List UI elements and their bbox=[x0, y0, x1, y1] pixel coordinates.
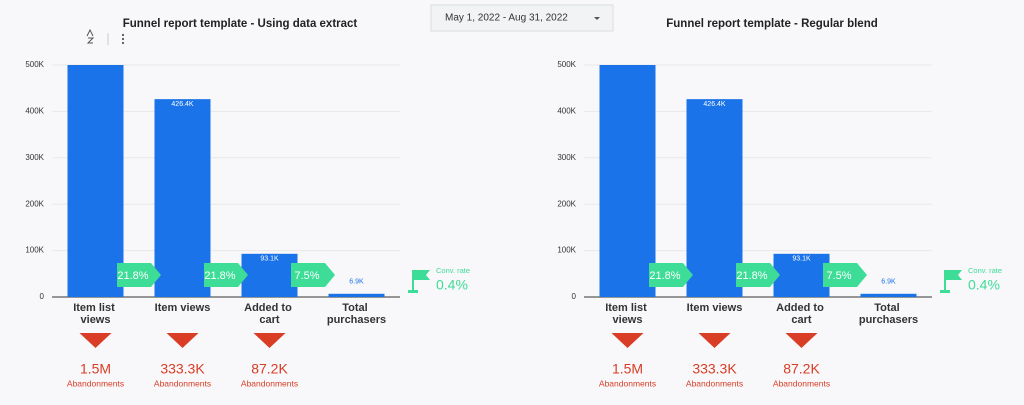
menu-dot bbox=[121, 33, 125, 37]
abandon-label: Abandonments bbox=[241, 378, 298, 388]
bar bbox=[599, 65, 656, 297]
conv-rate-label: Conv. rate bbox=[968, 266, 1002, 275]
abandon-arrow bbox=[611, 333, 644, 348]
bar bbox=[686, 99, 743, 298]
menu-dot bbox=[121, 37, 125, 41]
conv-rate-label: Conv. rate bbox=[436, 266, 470, 275]
y-tick-label: 0 bbox=[572, 292, 577, 301]
abandon-label: Abandonments bbox=[686, 378, 743, 388]
y-tick-label: 500K bbox=[557, 60, 576, 69]
category-label: Item views bbox=[155, 302, 211, 314]
step-rate-tag bbox=[117, 263, 161, 287]
conv-flag bbox=[944, 270, 962, 292]
abandon-arrow bbox=[166, 333, 199, 348]
category-label: Item list views bbox=[73, 302, 118, 326]
y-tick-label: 300K bbox=[557, 153, 576, 162]
conv-rate-value: 0.4% bbox=[436, 277, 468, 293]
step-rate-label: 21.8% bbox=[204, 270, 235, 282]
value-label: 93.1K bbox=[792, 256, 811, 263]
abandon-arrow bbox=[785, 333, 818, 348]
category-label: Added to cart bbox=[244, 302, 295, 326]
y-tick-label: 300K bbox=[25, 153, 44, 162]
abandon-label: Abandonments bbox=[599, 378, 656, 388]
value-label: 426.4K bbox=[703, 101, 726, 108]
bar bbox=[328, 293, 385, 297]
bar bbox=[860, 293, 917, 297]
value-label: 6.9K bbox=[349, 279, 364, 286]
step-rate-label: 7.5% bbox=[826, 270, 851, 282]
abandon-value: 87.2K bbox=[251, 361, 288, 377]
step-rate-tag bbox=[291, 263, 335, 287]
abandon-value: 333.3K bbox=[160, 361, 205, 377]
date-box[interactable] bbox=[430, 4, 614, 32]
abandon-value: 87.2K bbox=[783, 361, 820, 377]
conv-flag-base bbox=[408, 290, 418, 293]
conv-rate-value: 0.4% bbox=[968, 277, 1000, 293]
abandon-arrow bbox=[253, 333, 286, 348]
conv-flag-base bbox=[940, 290, 950, 293]
y-tick-label: 400K bbox=[25, 107, 44, 116]
abandon-value: 333.3K bbox=[692, 361, 737, 377]
abandon-arrow bbox=[698, 333, 731, 348]
y-tick-label: 500K bbox=[25, 60, 44, 69]
category-label: Total purchasers bbox=[859, 302, 918, 326]
abandon-label: Abandonments bbox=[67, 378, 124, 388]
y-tick-label: 100K bbox=[557, 246, 576, 255]
category-label: Total purchasers bbox=[327, 302, 386, 326]
abandon-label: Abandonments bbox=[773, 378, 830, 388]
conv-flag bbox=[412, 270, 430, 292]
step-rate-label: 21.8% bbox=[117, 270, 148, 282]
y-tick-label: 100K bbox=[25, 246, 44, 255]
step-rate-tag bbox=[823, 263, 867, 287]
date-selector[interactable]: May 1, 2022 - Aug 31, 2022 bbox=[430, 4, 614, 32]
bar bbox=[241, 253, 298, 297]
step-rate-tag bbox=[204, 263, 248, 287]
value-label: 6.9K bbox=[881, 279, 896, 286]
menu-dot bbox=[121, 41, 125, 45]
bar bbox=[154, 99, 211, 298]
chart-title: Funnel report template - Regular blend bbox=[666, 18, 878, 30]
sort-icon bbox=[86, 28, 95, 44]
date-range[interactable]: May 1, 2022 - Aug 31, 2022 bbox=[445, 13, 568, 24]
step-rate-label: 21.8% bbox=[736, 270, 767, 282]
y-tick-label: 400K bbox=[557, 107, 576, 116]
category-label: Item list views bbox=[605, 302, 650, 326]
dropdown-arrow[interactable] bbox=[594, 17, 600, 20]
bar bbox=[67, 65, 124, 297]
value-label: 426.4K bbox=[171, 101, 194, 108]
value-label: 93.1K bbox=[260, 256, 279, 263]
step-rate-tag bbox=[736, 263, 780, 287]
step-rate-label: 7.5% bbox=[294, 270, 319, 282]
abandon-value: 1.5M bbox=[612, 361, 643, 377]
abandon-arrow bbox=[79, 333, 112, 348]
bar bbox=[773, 253, 830, 297]
step-rate-label: 21.8% bbox=[649, 270, 680, 282]
category-label: Item views bbox=[687, 302, 743, 314]
abandon-value: 1.5M bbox=[80, 361, 111, 377]
chart-title: Funnel report template - Using data extr… bbox=[123, 18, 358, 30]
y-tick-label: 0 bbox=[40, 292, 45, 301]
abandon-label: Abandonments bbox=[154, 378, 211, 388]
y-tick-label: 200K bbox=[557, 199, 576, 208]
category-label: Added to cart bbox=[776, 302, 827, 326]
toolbar-icons bbox=[86, 28, 125, 45]
step-rate-tag bbox=[649, 263, 693, 287]
y-tick-label: 200K bbox=[25, 199, 44, 208]
